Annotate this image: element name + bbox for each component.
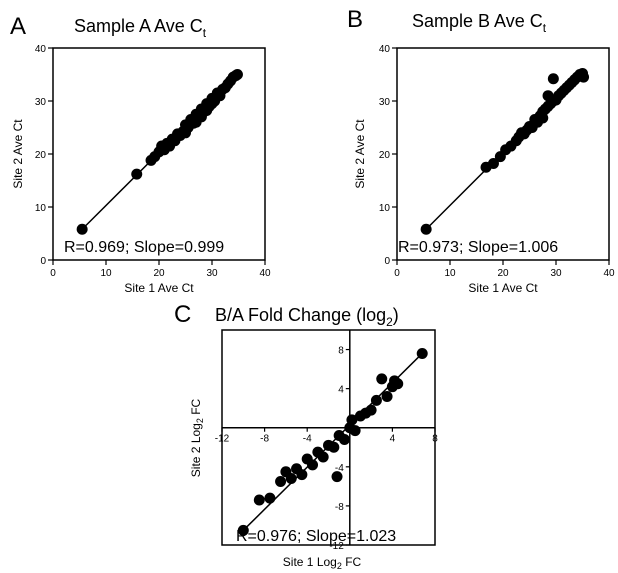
data-point-c-28 [392, 378, 404, 390]
xlabel-c-subscript: 2 [337, 561, 342, 571]
y-tick-label-a-1: 10 [35, 203, 47, 214]
data-point-a-0 [76, 223, 88, 235]
data-point-c-15 [338, 433, 350, 445]
panel-label-a: A [10, 13, 26, 40]
title-c-text: B/A Fold Change (log [215, 305, 386, 325]
xlabel-c-suffix: FC [342, 555, 362, 569]
xlabel-c: Site 1 Log2 FC [283, 555, 362, 571]
data-point-b-17 [537, 112, 549, 124]
title-c-subscript: 2 [386, 315, 393, 329]
x-tick-label-b-4: 40 [603, 268, 615, 279]
data-point-b-2 [487, 158, 499, 170]
data-point-c-13 [328, 441, 340, 453]
x-tick-label-b-0: 0 [394, 268, 400, 279]
data-point-c-5 [285, 473, 297, 485]
y-tick-label-c-1: -8 [335, 502, 344, 513]
title-a-text: Sample A Ave C [74, 16, 203, 36]
data-point-b-23 [547, 73, 559, 85]
annotation-b: R=0.973; Slope=1.006 [398, 239, 558, 256]
data-point-c-7 [296, 469, 308, 481]
data-point-c-23 [370, 394, 382, 406]
title-b: Sample B Ave Ct [412, 11, 547, 35]
data-point-c-11 [317, 451, 329, 463]
x-tick-label-b-3: 30 [550, 268, 562, 279]
title-a-subscript: t [203, 26, 207, 40]
y-tick-label-b-1: 10 [379, 203, 391, 214]
xlabel-c-text: Site 1 Log [283, 555, 337, 569]
marks-a: 0 10 20 30 40 0 10 20 30 40 [35, 44, 271, 279]
data-point-c-3 [275, 475, 287, 487]
annotation-c: R=0.976; Slope=1.023 [236, 528, 396, 545]
y-tick-label-a-3: 30 [35, 97, 47, 108]
ylabel-c-suffix: FC [189, 398, 203, 418]
title-b-text: Sample B Ave C [412, 11, 543, 31]
title-c-suffix: ) [393, 305, 399, 325]
data-point-c-9 [307, 459, 319, 471]
x-tick-label-a-1: 10 [100, 268, 112, 279]
x-tick-label-c-4: 8 [432, 434, 438, 445]
data-point-c-18 [349, 425, 361, 437]
data-point-b-35 [578, 71, 590, 83]
data-point-a-39 [231, 69, 243, 80]
data-point-c-25 [381, 390, 393, 402]
data-point-c-17 [346, 414, 358, 426]
x-tick-label-c-0: -12 [215, 434, 230, 445]
data-point-c-20 [331, 471, 343, 483]
panel-a: A Sample A Ave Ct 0 10 20 30 40 0 10 20 30 40 R=0… [10, 13, 271, 295]
y-tick-label-a-0: 0 [40, 256, 46, 267]
data-point-c-0 [237, 524, 249, 536]
x-tick-label-c-3: 4 [390, 434, 396, 445]
data-point-c-2 [264, 492, 276, 504]
plot-frame-c [221, 329, 436, 546]
panel-c: C B/A Fold Change (log2) -12 -8 -4 4 8-12-8-… [174, 301, 438, 571]
y-tick-label-b-3: 30 [379, 97, 391, 108]
x-tick-label-b-1: 10 [444, 268, 456, 279]
y-tick-label-c-3: 4 [338, 385, 344, 396]
data-point-c-22 [365, 404, 377, 416]
panel-label-c: C [174, 301, 191, 328]
x-tick-label-a-4: 40 [259, 268, 271, 279]
y-tick-label-c-4: 8 [338, 346, 344, 357]
panel-label-b: B [347, 6, 363, 33]
y-tick-label-b-4: 40 [379, 44, 391, 55]
xlabel-a: Site 1 Ave Ct [124, 281, 194, 295]
x-tick-label-a-2: 20 [153, 268, 165, 279]
ylabel-b: Site 2 Ave Ct [353, 119, 367, 189]
x-tick-label-c-2: -4 [303, 434, 312, 445]
ylabel-c-subscript: 2 [195, 418, 205, 423]
x-tick-label-c-1: -8 [260, 434, 269, 445]
x-tick-label-a-0: 0 [50, 268, 56, 279]
marks-c: -12 -8 -4 4 8 -12 -8 -4 4 8 [215, 330, 438, 552]
y-tick-label-c-2: -4 [335, 463, 344, 474]
data-point-b-0 [420, 223, 432, 235]
y-tick-label-a-4: 40 [35, 44, 47, 55]
title-c: B/A Fold Change (log2) [215, 305, 399, 329]
y-tick-label-b-0: 0 [384, 256, 390, 267]
data-point-a-1 [131, 168, 143, 180]
panel-b: B Sample B Ave Ct 0 10 20 30 40 0 10 20 30 40 R=0… [347, 6, 615, 295]
ylabel-a: Site 2 Ave Ct [11, 119, 25, 189]
title-b-subscript: t [543, 21, 547, 35]
x-tick-label-b-2: 20 [497, 268, 509, 279]
x-tick-label-a-3: 30 [206, 268, 218, 279]
annotation-a: R=0.969; Slope=0.999 [64, 239, 224, 256]
ylabel-c: Site 2 Log2 FC [189, 398, 205, 477]
data-point-c-1 [253, 494, 265, 506]
data-point-c-24 [376, 373, 388, 385]
ylabel-c-text: Site 2 Log [189, 423, 203, 477]
y-tick-label-a-2: 20 [35, 150, 47, 161]
marks-b: 0 10 20 30 40 0 10 20 30 40 [379, 44, 615, 279]
y-tick-label-b-2: 20 [379, 150, 391, 161]
y-tick-label-c-0: -12 [329, 541, 344, 552]
data-point-c-29 [416, 347, 428, 359]
title-a: Sample A Ave Ct [74, 16, 207, 40]
xlabel-b: Site 1 Ave Ct [468, 281, 538, 295]
